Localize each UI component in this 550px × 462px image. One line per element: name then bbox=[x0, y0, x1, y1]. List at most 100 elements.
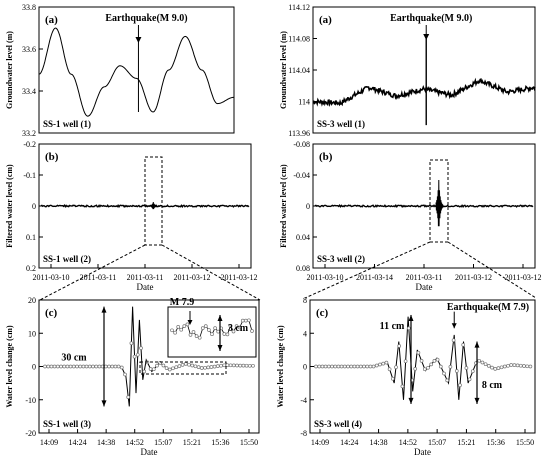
ss1-inset-data-point bbox=[179, 327, 184, 332]
ss1-change-xtick-label: 15:21 bbox=[183, 438, 201, 447]
ss3-change-data-point bbox=[342, 364, 347, 369]
ss3-change-panel-label: (c) bbox=[316, 307, 329, 319]
ss3-change-data-point bbox=[355, 364, 360, 369]
ss3-change-xtick-label: 15:07 bbox=[428, 438, 446, 447]
ss3-change-range-arrow-11cm-head-top bbox=[408, 314, 414, 321]
ss1-change-data-point bbox=[52, 364, 57, 369]
ss3-raw-ytick-label: 114 bbox=[298, 98, 310, 107]
ss1-change-data-point bbox=[215, 364, 220, 368]
ss1-change-ytick-label: -20 bbox=[25, 429, 36, 438]
ss3-change-data-point bbox=[349, 364, 354, 369]
ss3-change-data-point bbox=[442, 371, 446, 376]
ss3-change-data-point bbox=[499, 365, 504, 370]
ss3-change-data-point bbox=[429, 362, 434, 367]
ss3-change-data-point bbox=[346, 364, 350, 369]
ss3-change-data-point bbox=[483, 362, 488, 367]
ss3-change-data-point bbox=[371, 364, 376, 369]
ss3-change-data-point bbox=[320, 364, 325, 369]
ss3-change-range-arrow-8cm-head-bottom bbox=[474, 397, 480, 404]
ss3-change-xtick-label: 14:09 bbox=[311, 438, 329, 447]
ss1-change-data-point bbox=[49, 364, 54, 369]
ss1-change-data-point bbox=[68, 364, 73, 369]
ss1-filtered-ylabel: Filtered water level (cm) bbox=[5, 164, 14, 248]
ss1-change-data-point bbox=[203, 365, 207, 370]
ss3-change-data-point bbox=[374, 363, 379, 368]
ss3-change-ytick-label: 8 bbox=[303, 296, 307, 305]
ss1-inset-data-point bbox=[228, 324, 233, 328]
ss3-change-data-point bbox=[403, 359, 408, 364]
ss3-change-data-point bbox=[326, 364, 331, 369]
ss1-change-data-point bbox=[199, 366, 204, 370]
ss1-filtered-ytick-label: -0.1 bbox=[23, 171, 36, 180]
ss3-change-data-point bbox=[323, 364, 328, 369]
ss3-filtered-xtick-label: 2011-03-11 bbox=[406, 273, 443, 282]
ss1-change-data-point bbox=[81, 364, 86, 369]
ss1-filtered-xtick-label: 2011-03-11 bbox=[80, 273, 117, 282]
ss3-change-data-point bbox=[528, 364, 533, 369]
ss1-change-data-point bbox=[212, 364, 217, 369]
ss3-change-data-point bbox=[506, 363, 510, 368]
ss1-change-data-point bbox=[238, 363, 243, 368]
ss1-inset-data-point bbox=[243, 318, 248, 323]
ss1-change-data-point bbox=[231, 363, 236, 368]
ss1-raw-panel-label: (a) bbox=[45, 14, 58, 26]
ss3-change-data-point bbox=[419, 359, 424, 363]
ss1-inset-data-point bbox=[176, 325, 181, 329]
ss3-filtered-ytick-label: -0.08 bbox=[293, 140, 310, 149]
ss3-change-annotation-quake: Earthquake(M 7.9) bbox=[447, 302, 529, 313]
ss1-change-data-point bbox=[228, 363, 233, 368]
ss1-filtered-xlabel: Date bbox=[137, 282, 154, 292]
ss3-change-data-point bbox=[509, 363, 514, 367]
ss3-change-data-point bbox=[416, 350, 421, 355]
ss1-raw-ylabel: Groundwater level (m) bbox=[5, 31, 14, 109]
ss1-change-data-point bbox=[103, 364, 108, 369]
ss1-raw-annotation: Earthquake(M 9.0) bbox=[105, 13, 187, 24]
ss3-change-data-point bbox=[400, 384, 405, 389]
ss3-change-xlabel: Date bbox=[414, 447, 431, 457]
ss1-raw-ytick-label: 33.8 bbox=[22, 3, 36, 12]
ss1-change-data-point bbox=[209, 365, 214, 369]
ss3-change-ytick-label: -8 bbox=[300, 429, 307, 438]
ss1-change-data-point bbox=[177, 364, 182, 368]
ss1-change-data-point bbox=[55, 364, 60, 369]
ss3-change-data-point bbox=[368, 364, 373, 369]
ss1-inset-annotation-3cm: 3 cm bbox=[228, 323, 249, 334]
ss3-raw-annotation: Earthquake(M 9.0) bbox=[390, 13, 472, 24]
ss1-change-data-point bbox=[116, 364, 121, 369]
ss1-change-data-point bbox=[206, 365, 211, 370]
ss1-change-data-point bbox=[155, 363, 159, 368]
ss3-change-data-point bbox=[490, 365, 494, 370]
ss3-zoom-connector-right bbox=[447, 241, 537, 299]
ss3-change-data-point bbox=[470, 369, 475, 374]
ss1-change-xtick-label: 14:38 bbox=[97, 438, 115, 447]
ss1-change-ytick-label: 10 bbox=[28, 329, 36, 338]
ss3-change-ytick-label: 0 bbox=[303, 363, 307, 372]
ss1-change-data-point bbox=[222, 363, 227, 368]
ss3-change-xtick-label: 14:52 bbox=[399, 438, 417, 447]
ss3-change-data-point bbox=[438, 364, 443, 369]
ss3-change-range-arrow-11cm-head-bottom bbox=[408, 397, 414, 404]
ss3-change-range-arrow-8cm-head-top bbox=[474, 341, 480, 348]
ss3-filtered-xtick-label: 2011-03-12 bbox=[455, 273, 492, 282]
ss1-change-annotation-30cm: 30 cm bbox=[61, 353, 87, 364]
ss3-change-data-point bbox=[381, 361, 386, 366]
ss1-change-data-point bbox=[251, 363, 255, 368]
ss1-change-well-label: SS-1 well (3) bbox=[43, 419, 91, 429]
ss1-change-data-point bbox=[180, 363, 185, 367]
ss3-change-data-point bbox=[336, 364, 341, 369]
ss1-change-data-point bbox=[196, 365, 201, 369]
ss1-raw-ytick-label: 33.6 bbox=[22, 45, 36, 54]
ss3-change-data-point bbox=[397, 344, 402, 348]
ss1-change-data-point bbox=[97, 364, 102, 369]
ss3-change-xtick-label: 15:21 bbox=[457, 438, 475, 447]
ss3-change-xtick-label: 14:24 bbox=[340, 438, 358, 447]
ss3-raw-ytick-label: 114.12 bbox=[288, 3, 310, 12]
ss3-change-data-point bbox=[445, 378, 450, 383]
ss3-change-data-point bbox=[512, 363, 517, 367]
ss3-filtered-ytick-label: -0.04 bbox=[293, 171, 310, 180]
ss3-change-xtick-label: 15:36 bbox=[487, 438, 505, 447]
ss1-change-data-point bbox=[161, 363, 166, 368]
ss1-change-data-point bbox=[247, 363, 252, 368]
ss1-change-range-arrow-head-bottom bbox=[101, 400, 107, 407]
ss1-inset-data-point bbox=[197, 335, 202, 340]
